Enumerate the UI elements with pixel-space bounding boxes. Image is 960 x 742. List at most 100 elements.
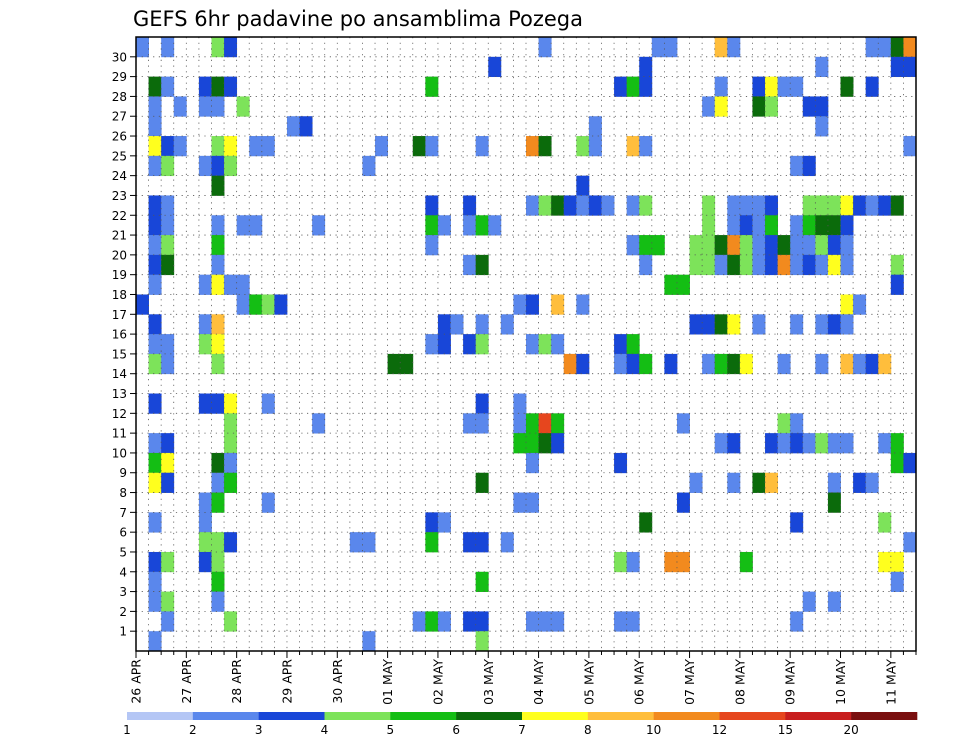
heatmap-cell [878, 37, 892, 58]
legend-label: 4 [321, 723, 329, 737]
heatmap-cell [198, 155, 212, 177]
legend-swatch [653, 712, 720, 720]
y-tick-label: 26 [112, 130, 127, 144]
heatmap-cell [551, 413, 565, 434]
y-tick-label: 9 [119, 466, 127, 480]
heatmap-cell [475, 314, 489, 335]
legend-swatch [522, 712, 589, 720]
legend-swatch [851, 712, 918, 720]
heatmap-cell [224, 413, 238, 434]
heatmap-cell [198, 551, 212, 573]
heatmap-cell [790, 155, 804, 177]
y-tick-label: 5 [119, 545, 127, 559]
heatmap-cell [777, 76, 791, 97]
heatmap-cell [538, 195, 552, 216]
heatmap-cell [148, 235, 162, 256]
legend-label: 2 [189, 723, 197, 737]
heatmap-cell [136, 37, 149, 58]
heatmap-cell [224, 532, 238, 553]
heatmap-cell [425, 532, 439, 553]
heatmap-cell [425, 195, 439, 216]
heatmap-cell [777, 433, 791, 454]
heatmap-cell [148, 136, 162, 157]
heatmap-cell [161, 353, 175, 375]
x-tick-label: 26 APR [129, 659, 144, 704]
x-tick-label: 30 APR [330, 659, 345, 704]
heatmap-cell [475, 571, 489, 592]
heatmap-cell [676, 551, 690, 573]
heatmap-cell [526, 136, 539, 157]
heatmap-cell [689, 235, 703, 256]
x-tick-label: 10 MAY [833, 659, 848, 705]
heatmap-cell [211, 452, 225, 474]
heatmap-cell [714, 353, 728, 375]
heatmap-cell [513, 433, 527, 454]
heatmap-cell [249, 215, 263, 236]
heatmap-cell [148, 274, 162, 295]
heatmap-cell [827, 433, 841, 454]
heatmap-cell [903, 37, 917, 58]
heatmap-cell [865, 76, 879, 97]
heatmap-cell [752, 235, 766, 256]
x-tick-label: 07 MAY [682, 659, 697, 705]
legend-swatch [390, 712, 457, 720]
heatmap-cell [714, 433, 728, 454]
heatmap-cell [765, 472, 779, 493]
heatmap-cell [211, 551, 225, 573]
legend-label: 7 [518, 723, 526, 737]
heatmap-cell [739, 254, 753, 276]
heatmap-cell [727, 433, 741, 454]
heatmap-cell [211, 136, 225, 157]
heatmap-cell [840, 254, 854, 276]
heatmap-cell [211, 314, 225, 335]
heatmap-cell [765, 235, 779, 256]
heatmap-cell [614, 353, 628, 375]
heatmap-cell [752, 96, 766, 117]
heatmap-cell [463, 611, 477, 632]
heatmap-cell [790, 76, 804, 97]
heatmap-cell [198, 393, 212, 414]
heatmap-cell [563, 195, 577, 216]
y-tick-label: 10 [112, 446, 127, 460]
x-tick-label: 09 MAY [783, 659, 798, 705]
legend-swatch [324, 712, 391, 720]
heatmap-cell [362, 631, 376, 652]
heatmap-cell [148, 571, 162, 592]
heatmap-cell [211, 591, 225, 612]
heatmap-cell [362, 155, 376, 177]
y-tick-label: 18 [112, 288, 127, 302]
heatmap-cell [437, 611, 451, 632]
legend-swatch [785, 712, 852, 720]
heatmap-cell [387, 353, 401, 375]
y-tick-label: 22 [112, 209, 127, 223]
heatmap-cell [576, 195, 590, 216]
heatmap-cell [890, 571, 904, 592]
heatmap-cell [739, 353, 753, 375]
heatmap-cell [626, 76, 640, 97]
heatmap-cell [538, 611, 552, 632]
heatmap-cell [714, 76, 728, 97]
heatmap-cell [576, 175, 590, 196]
heatmap-cell [538, 334, 552, 355]
heatmap-cell [198, 512, 212, 533]
heatmap-cell [551, 611, 565, 632]
heatmap-cell [676, 492, 690, 513]
heatmap-cell [802, 155, 816, 177]
heatmap-cell [526, 413, 539, 434]
heatmap-cell [161, 37, 175, 58]
heatmap-cell [161, 254, 175, 276]
x-tick-label: 01 MAY [380, 659, 395, 705]
heatmap-cell [261, 492, 275, 513]
heatmap-cell [702, 195, 716, 216]
legend-swatch [719, 712, 786, 720]
heatmap-cell [224, 393, 238, 414]
heatmap-cell [148, 215, 162, 236]
heatmap-cell [211, 532, 225, 553]
heatmap-cell [815, 433, 829, 454]
heatmap-cell [840, 235, 854, 256]
heatmap-cell [802, 215, 816, 236]
heatmap-cell [551, 334, 565, 355]
heatmap-cell [161, 611, 175, 632]
heatmap-cell [752, 472, 766, 493]
heatmap-cell [161, 215, 175, 236]
